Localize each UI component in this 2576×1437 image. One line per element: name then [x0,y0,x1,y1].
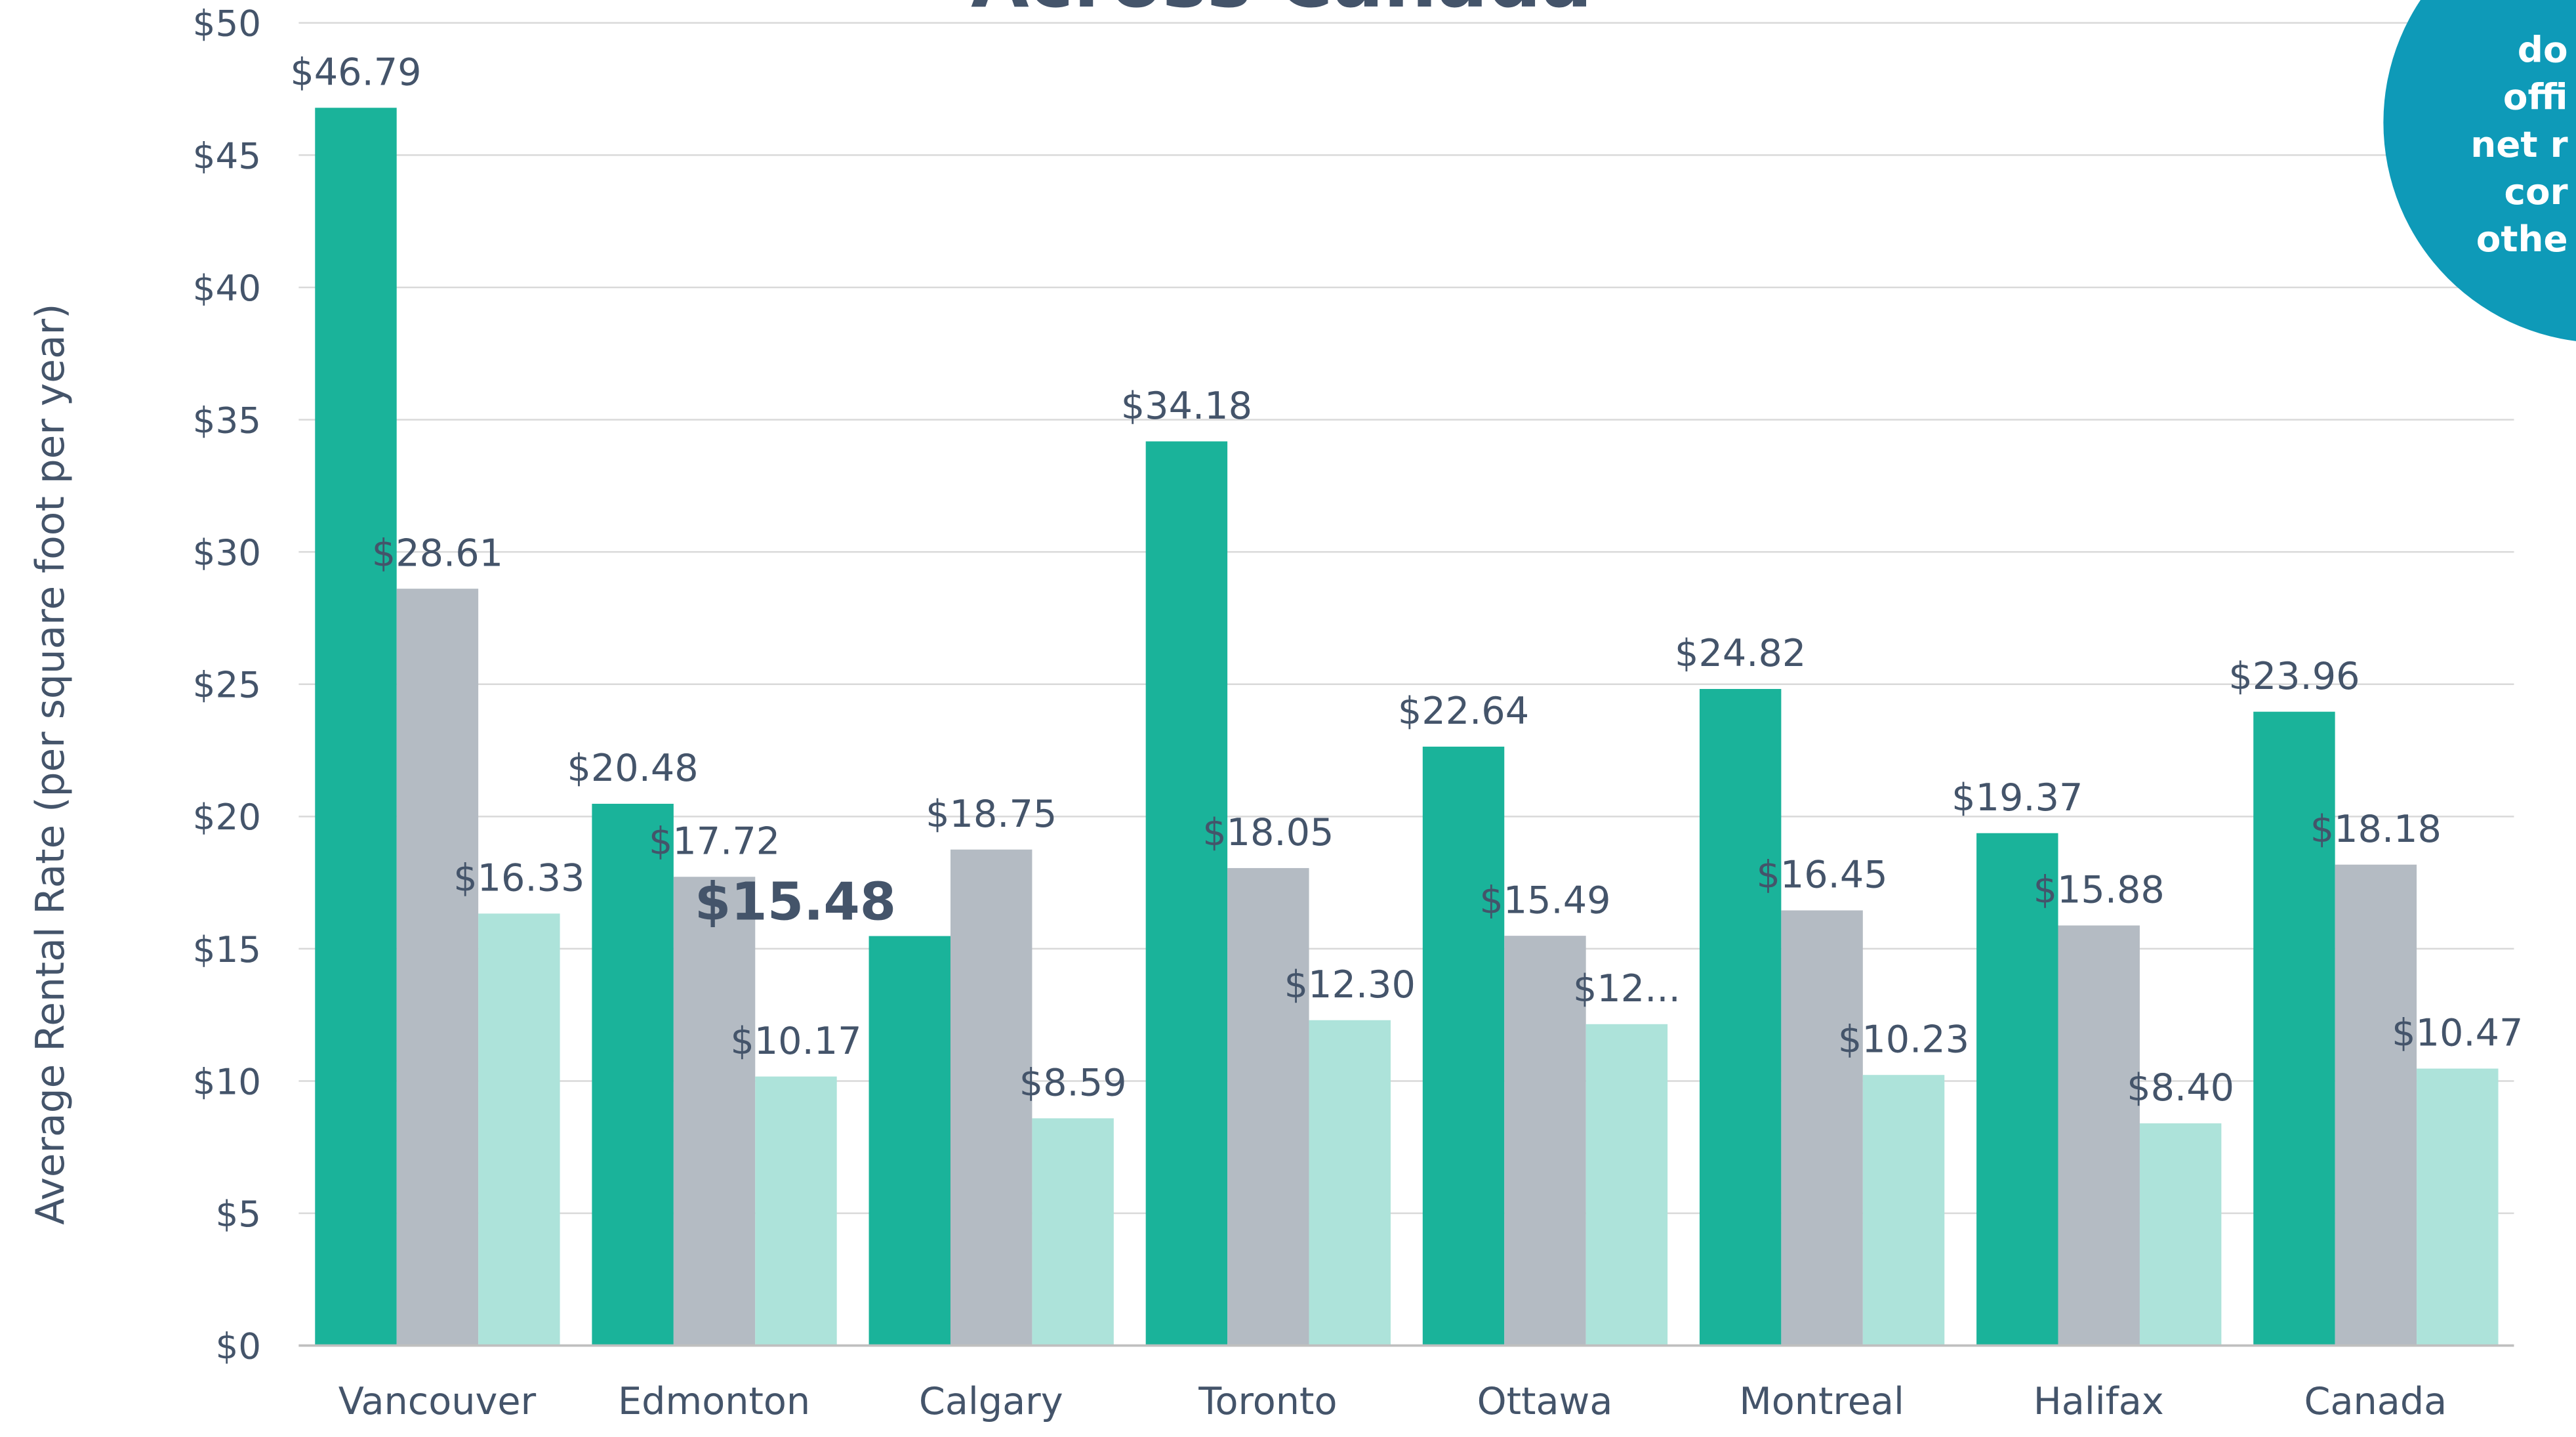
bar [1781,910,1863,1346]
data-label: $10.47 [2392,1012,2523,1055]
data-label: $17.72 [649,820,780,863]
bar [673,877,756,1346]
data-label: $15.88 [2034,869,2165,912]
bar [315,108,397,1346]
callout-text: othe [2476,218,2568,260]
bar [1699,688,1782,1346]
y-tick-label: $45 [193,135,261,177]
y-tick-label: $20 [193,796,261,838]
callout-text: net r [2470,123,2567,165]
bar [950,849,1032,1346]
bar [1145,441,1228,1346]
y-tick-label: $10 [193,1060,261,1102]
y-axis-title: Average Rental Rate (per square foot per… [28,304,73,1225]
callout-text: cor [2504,171,2568,213]
data-label: $18.75 [926,793,1057,836]
data-label: $8.40 [2127,1066,2234,1110]
data-label: $20.48 [567,747,699,790]
bar [1227,867,1309,1346]
data-label: $15.48 [695,871,896,932]
callout-text: do [2518,29,2568,71]
x-tick-label: Vancouver [338,1380,537,1423]
bar [396,589,479,1346]
data-label: $19.37 [1952,776,2083,820]
data-label: $22.64 [1398,690,1529,733]
data-label: $46.79 [290,51,421,94]
bar [2253,711,2335,1346]
x-tick-label: Edmonton [618,1380,810,1423]
callout-text: offi [2503,76,2568,118]
data-label: $12... [1573,967,1681,1010]
data-label: $18.05 [1202,811,1334,854]
data-label: $23.96 [2228,655,2360,698]
bar [2417,1068,2499,1346]
data-label: $10.17 [730,1020,861,1063]
bar [1585,1024,1668,1346]
data-label: $16.45 [1756,854,1887,897]
bar [755,1076,837,1346]
bar [1862,1075,1945,1346]
y-tick-label: $35 [193,399,261,441]
data-label: $28.61 [372,531,503,575]
y-tick-label: $15 [193,928,261,970]
bar [1032,1118,1114,1346]
data-label: $16.33 [453,856,584,900]
bar [592,803,674,1346]
x-tick-label: Ottawa [1477,1380,1613,1423]
data-label: $15.49 [1479,879,1610,922]
bar [1422,746,1505,1346]
y-tick-label: $25 [193,664,261,706]
x-tick-label: Calgary [919,1380,1063,1423]
x-tick-label: Toronto [1198,1380,1337,1423]
bar [2335,864,2417,1346]
data-label: $24.82 [1675,632,1806,675]
x-tick-label: Montreal [1739,1380,1904,1423]
data-label: $18.18 [2310,808,2442,851]
bar [1309,1020,1391,1346]
bar [1976,833,2058,1346]
bar [2139,1123,2222,1346]
data-label: $10.23 [1838,1018,1969,1061]
y-tick-label: $0 [215,1325,261,1367]
data-label: $34.18 [1121,385,1252,428]
data-label: $12.30 [1284,963,1416,1007]
y-tick-label: $5 [215,1193,261,1235]
data-label: $8.59 [1019,1061,1127,1104]
x-tick-label: Halifax [2034,1380,2164,1423]
bar [869,936,951,1346]
bar [2058,925,2140,1346]
bar [478,913,560,1346]
callout-circle [2383,0,2576,341]
y-tick-label: $30 [193,531,261,573]
chart-title: Across Canada [971,0,1592,24]
bar [1504,936,1586,1346]
y-tick-label: $40 [193,267,261,309]
y-tick-label: $50 [193,3,261,45]
x-tick-label: Canada [2304,1380,2447,1423]
